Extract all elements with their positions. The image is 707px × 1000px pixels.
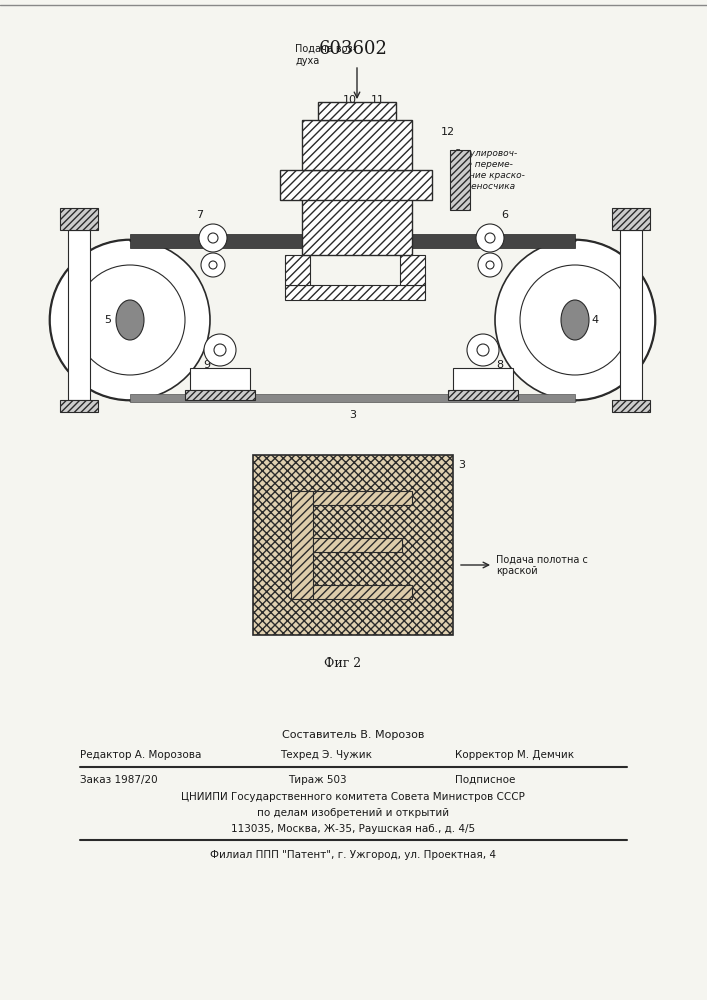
Circle shape (208, 233, 218, 243)
Bar (453, 368, 513, 390)
Bar (285, 255, 310, 285)
Circle shape (199, 224, 227, 252)
Circle shape (467, 334, 499, 366)
Bar (450, 150, 470, 210)
Text: Заказ 1987/20: Заказ 1987/20 (80, 775, 158, 785)
Circle shape (214, 344, 226, 356)
Text: Составитель В. Морозов: Составитель В. Морозов (282, 730, 424, 740)
Text: 10: 10 (343, 95, 357, 105)
Text: ЦНИИПИ Государственного комитета Совета Министров СССР: ЦНИИПИ Государственного комитета Совета … (181, 792, 525, 802)
Text: 5: 5 (105, 315, 112, 325)
Bar (68, 230, 90, 400)
Text: 3: 3 (349, 410, 356, 420)
Text: Подача воз-
духа: Подача воз- духа (295, 44, 356, 66)
Circle shape (201, 253, 225, 277)
Bar (285, 285, 425, 300)
Circle shape (75, 265, 185, 375)
Text: 9: 9 (204, 360, 211, 370)
Text: Редактор А. Морозова: Редактор А. Морозова (80, 750, 201, 760)
Bar (185, 390, 255, 400)
Circle shape (485, 233, 495, 243)
Circle shape (50, 240, 210, 400)
Text: Подписное: Подписное (455, 775, 515, 785)
Bar (280, 170, 432, 200)
Circle shape (495, 240, 655, 400)
Bar (318, 102, 396, 120)
Text: 3: 3 (458, 460, 465, 470)
Text: 6: 6 (501, 210, 508, 220)
Text: 603602: 603602 (319, 40, 387, 58)
Bar (291, 491, 313, 599)
Bar (313, 491, 412, 505)
Bar (130, 234, 575, 248)
Bar (60, 208, 98, 230)
Circle shape (520, 265, 630, 375)
Text: 113035, Москва, Ж-35, Раушская наб., д. 4/5: 113035, Москва, Ж-35, Раушская наб., д. … (231, 824, 475, 834)
Text: 11: 11 (371, 95, 385, 105)
Circle shape (563, 308, 587, 332)
Bar (281, 483, 425, 607)
Text: по делам изобретений и открытий: по делам изобретений и открытий (257, 808, 449, 818)
Circle shape (209, 261, 217, 269)
Text: 4: 4 (592, 315, 599, 325)
Circle shape (486, 261, 494, 269)
Text: Фиг 2: Фиг 2 (325, 657, 361, 670)
Bar (620, 230, 642, 400)
Text: Регулировоч-
ное переме-
щение краско-
переносчика: Регулировоч- ное переме- щение краско- п… (455, 149, 525, 191)
Text: 13: 13 (371, 233, 385, 243)
Circle shape (118, 308, 142, 332)
Text: 7: 7 (197, 210, 204, 220)
Bar (253, 455, 453, 635)
Bar (612, 400, 650, 412)
Text: Подача полотна с
краской: Подача полотна с краской (496, 554, 588, 576)
Text: Техред Э. Чужик: Техред Э. Чужик (280, 750, 372, 760)
Bar (313, 538, 402, 552)
Bar (400, 255, 425, 285)
Text: 1: 1 (392, 240, 399, 250)
Text: 8: 8 (496, 360, 503, 370)
Text: 2: 2 (354, 233, 361, 243)
Bar (448, 390, 518, 400)
Text: Тираж 503: Тираж 503 (288, 775, 346, 785)
Circle shape (204, 334, 236, 366)
Bar (302, 120, 412, 170)
Text: Корректор М. Демчик: Корректор М. Демчик (455, 750, 574, 760)
Circle shape (477, 344, 489, 356)
Ellipse shape (561, 300, 589, 340)
Text: Филиал ППП "Патент", г. Ужгород, ул. Проектная, 4: Филиал ППП "Патент", г. Ужгород, ул. Про… (210, 850, 496, 860)
Circle shape (478, 253, 502, 277)
Bar (190, 368, 250, 390)
Bar (313, 585, 412, 599)
Bar (612, 208, 650, 230)
Bar (130, 394, 575, 402)
Ellipse shape (116, 300, 144, 340)
Bar (302, 195, 412, 255)
Text: 12: 12 (441, 127, 455, 137)
Circle shape (476, 224, 504, 252)
Bar (60, 400, 98, 412)
